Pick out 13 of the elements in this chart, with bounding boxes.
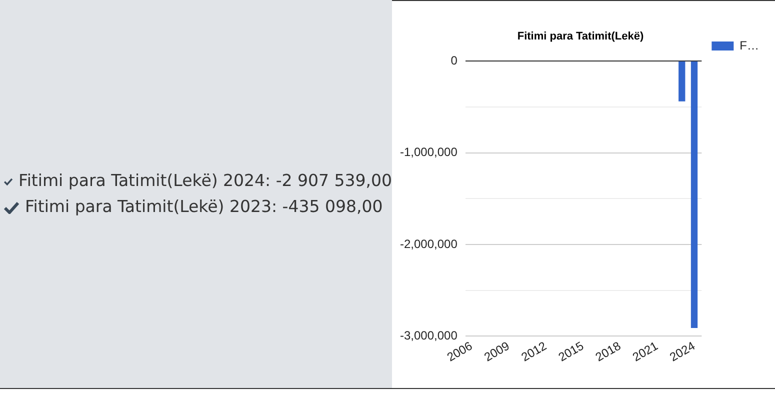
y-tick-label: 0 bbox=[450, 54, 458, 68]
x-tick-label: 2018 bbox=[593, 338, 624, 364]
x-tick-label: 2021 bbox=[630, 338, 661, 364]
x-tick-label: 2009 bbox=[482, 338, 512, 364]
text: Fitimi para Tatimit(Lekë) 2023: -435 098,00 bbox=[25, 196, 383, 218]
x-tick-label: 2015 bbox=[556, 338, 586, 364]
chart-title: Fitimi para Tatimit(Lekë) bbox=[517, 30, 644, 43]
y-tick-label: -1,000,000 bbox=[400, 145, 458, 160]
x-tick-label: 2012 bbox=[518, 338, 550, 364]
text: Fitimi para Tatimit(Lekë) 2024: -2 907 539,00 bbox=[18, 170, 392, 192]
x-tick-label: 2024 bbox=[667, 338, 698, 364]
legend-label: F… bbox=[740, 38, 760, 52]
y-tick-label: -2,000,000 bbox=[400, 236, 458, 251]
